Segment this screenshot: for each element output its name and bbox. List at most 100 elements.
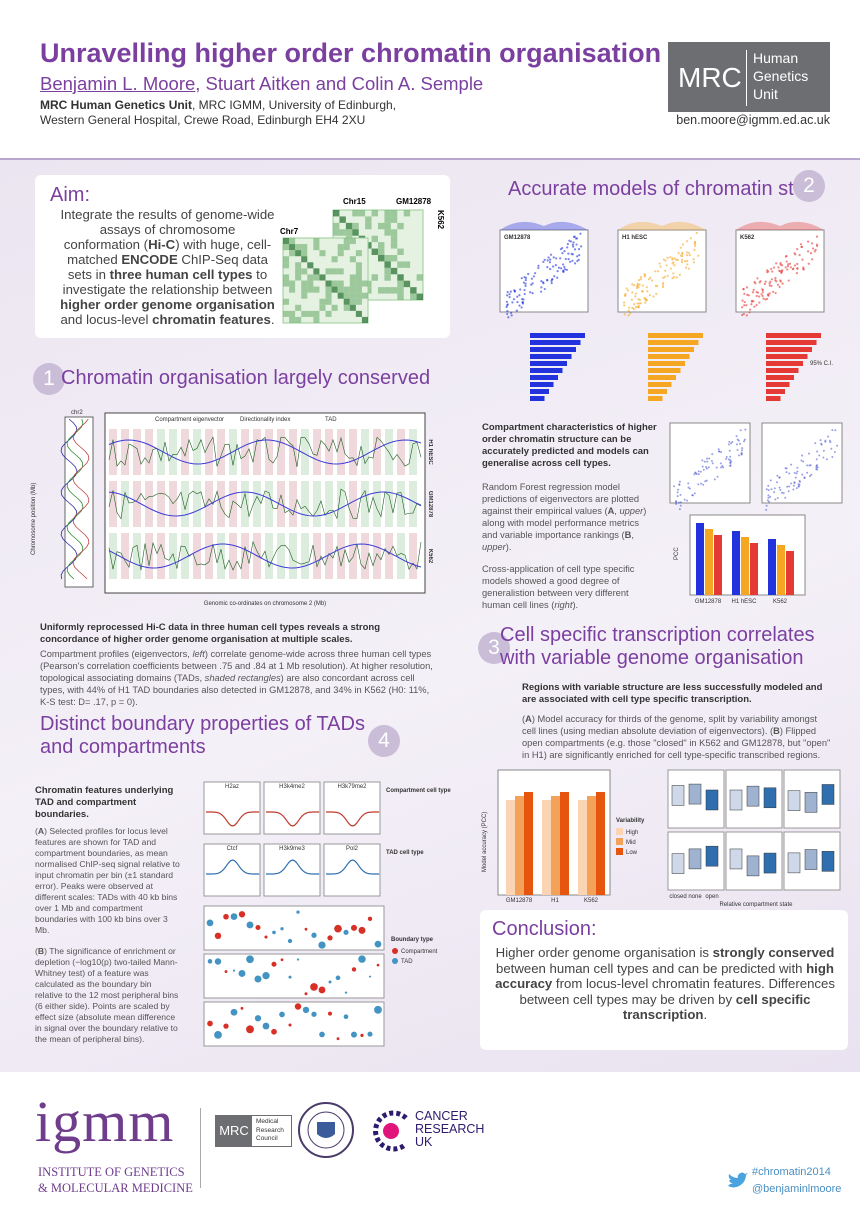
state-label: closed [669, 894, 686, 900]
point [673, 257, 676, 260]
tad-shade [133, 533, 141, 579]
point [532, 275, 536, 278]
point [818, 454, 821, 457]
point [622, 301, 626, 304]
box [746, 785, 760, 807]
hic-cell [325, 280, 332, 287]
point [815, 458, 818, 461]
importance-bar [648, 340, 699, 345]
axis-label: Genomic co-ordinates on chromosome 2 (Mb… [204, 601, 326, 607]
accuracy-bar [587, 796, 596, 895]
tad-shade [301, 429, 309, 475]
text-run: , [631, 530, 634, 540]
point [654, 270, 657, 273]
point [763, 282, 766, 286]
point [786, 268, 789, 271]
point [729, 462, 732, 465]
hic-cell [307, 274, 314, 281]
point [631, 283, 634, 286]
hic-cell [390, 287, 398, 294]
panel [203, 1001, 385, 1047]
point [671, 262, 674, 265]
importance-bar [648, 368, 681, 373]
hic-cell [289, 244, 296, 251]
hic-cell [333, 222, 340, 230]
point [639, 278, 643, 281]
point [769, 479, 772, 482]
eigen-trace [108, 543, 422, 569]
legend-label: Compartment [401, 949, 438, 955]
point [681, 255, 684, 258]
row-label: GM12878 [427, 491, 433, 518]
point [565, 268, 568, 272]
section-number: 1 [33, 363, 65, 395]
section-number: 2 [793, 170, 825, 202]
hic-cell [343, 286, 350, 293]
point [575, 243, 578, 246]
box [671, 853, 685, 874]
section-heading: Cell specific transcription correlates w… [500, 624, 815, 669]
point [505, 300, 508, 303]
point [214, 958, 222, 965]
point [802, 268, 805, 271]
hic-cell [355, 292, 362, 299]
eigen-trace [60, 418, 78, 580]
point [644, 301, 647, 304]
point [768, 500, 771, 503]
point [279, 1011, 285, 1018]
authors: Benjamin L. Moore, Stuart Aitken and Col… [40, 73, 483, 95]
hic-cell [283, 256, 290, 263]
point [673, 275, 676, 279]
point [754, 282, 757, 285]
text-line: & MOLECULAR MEDICINE [38, 1181, 193, 1195]
text-run: , Stuart Aitken and Colin A. Semple [195, 73, 484, 94]
text-run: ). [505, 542, 512, 552]
point [745, 304, 748, 307]
point [687, 482, 690, 485]
point [774, 498, 777, 501]
text-line: Genetics [753, 68, 809, 84]
figure-2b: GM12878 H1 hESC K562 PCC [669, 422, 843, 605]
point [527, 272, 530, 276]
point [524, 278, 527, 282]
hic-cell [355, 298, 362, 305]
point [516, 300, 519, 304]
title: Unravelling higher order chromatin organ… [40, 38, 661, 69]
importance-bar [766, 340, 817, 345]
hic-cell [343, 292, 350, 299]
point [753, 305, 756, 308]
figure-3: GM12878 H1 K562 Model accuracy (PCC) Variabi… [482, 769, 841, 907]
tad-shade [181, 481, 189, 527]
point [679, 246, 682, 249]
point [255, 925, 261, 931]
point [512, 298, 516, 301]
point [710, 459, 713, 462]
point [801, 473, 804, 476]
point [537, 266, 540, 270]
point [806, 250, 810, 253]
point [509, 290, 512, 293]
point [246, 1025, 254, 1034]
hic-cell [313, 274, 320, 281]
point [368, 975, 372, 978]
hic-cell [397, 293, 404, 300]
profile [265, 811, 320, 827]
point [713, 478, 716, 481]
point [702, 483, 705, 486]
tad-shade [397, 481, 405, 527]
point [806, 240, 810, 243]
hic-cell [390, 242, 398, 249]
point [773, 491, 776, 494]
point [772, 290, 775, 293]
point [665, 264, 668, 267]
point [782, 492, 785, 495]
figure-1: chr2 Chromosome position (Mb) Compartment … [31, 410, 433, 607]
point [656, 270, 660, 273]
point [767, 494, 770, 497]
hic-cell [283, 298, 290, 305]
point [758, 281, 761, 284]
tad-shade [133, 429, 141, 475]
hic-cell [355, 250, 362, 257]
tad-shade [373, 481, 381, 527]
